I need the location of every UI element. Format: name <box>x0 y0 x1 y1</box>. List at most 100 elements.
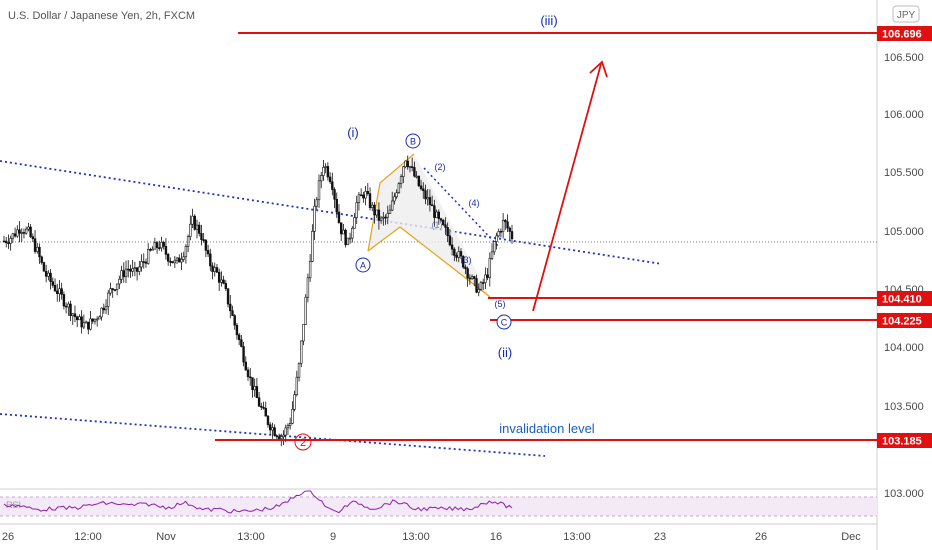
candle-body <box>306 277 310 298</box>
level-tag-103185-text: 103.185 <box>882 436 922 448</box>
wave-label-sub-2: (2) <box>435 162 446 172</box>
level-tag-106696-text: 106.696 <box>882 29 922 41</box>
candle-body <box>78 316 81 321</box>
candle-body <box>430 204 434 207</box>
candle-body <box>184 245 188 258</box>
candle-body <box>442 219 445 226</box>
candle-body <box>315 199 318 207</box>
candle-body <box>366 191 370 194</box>
candle-body <box>473 276 476 279</box>
candle-body <box>455 255 458 258</box>
candle-body <box>211 265 214 272</box>
candle-body <box>102 307 106 311</box>
x-tick: 13:00 <box>563 531 591 543</box>
wave-circle-B: B <box>405 133 421 149</box>
candle-body <box>71 313 74 316</box>
candle-body <box>417 175 421 187</box>
candle-body <box>255 386 259 399</box>
y-tick: 106.500 <box>884 52 924 64</box>
candle-body <box>368 193 372 208</box>
candle-body <box>40 256 43 263</box>
candle-body <box>118 278 121 285</box>
candle-body <box>397 183 401 193</box>
candle-body <box>109 288 112 294</box>
candle-body <box>164 246 168 255</box>
candle-body <box>326 166 330 178</box>
candle-body <box>262 406 265 409</box>
level-tag-103185: 103.185 <box>877 433 932 448</box>
candle-body <box>450 244 454 250</box>
wave-label-sub-1: (1) <box>432 220 443 230</box>
candle-body <box>182 256 185 260</box>
candle-body <box>9 237 12 244</box>
candle-body <box>468 277 472 280</box>
candle-body <box>424 190 427 200</box>
x-tick: 16 <box>490 531 502 543</box>
candle-body <box>237 334 241 341</box>
time-axis[interactable]: 26 12:00 Nov 13:00 9 13:00 16 13:00 23 2… <box>2 531 861 543</box>
candle-body <box>95 318 99 321</box>
candle-body <box>249 376 252 379</box>
candle-body <box>42 262 46 272</box>
candle-body <box>89 318 92 330</box>
wave-circle-A: A <box>355 257 371 273</box>
candle-body <box>355 202 358 218</box>
candle-body <box>217 271 221 283</box>
candle-body <box>11 233 15 239</box>
candle-body <box>140 261 143 268</box>
candle-body <box>428 197 432 206</box>
y-tick: 104.000 <box>884 342 924 354</box>
candle-body <box>173 259 177 264</box>
candle-body <box>27 226 30 230</box>
wave-circle-C: C <box>496 314 512 330</box>
candle-body <box>273 427 276 437</box>
candle-body <box>64 305 68 308</box>
candle-body <box>324 166 327 168</box>
candle-body <box>382 216 385 219</box>
candle-body <box>47 272 50 277</box>
candle-body <box>44 270 48 277</box>
candle-body <box>206 250 210 255</box>
currency-badge[interactable]: JPY <box>892 5 920 23</box>
candle-body <box>284 427 287 436</box>
candle-body <box>481 282 485 284</box>
wave-label-i: (i) <box>347 125 359 140</box>
candle-body <box>375 209 378 216</box>
candle-body <box>124 268 128 277</box>
projection-arrow-head <box>589 60 608 78</box>
candle-body <box>224 283 228 290</box>
level-tag-104410-text: 104.410 <box>882 294 922 306</box>
candle-body <box>93 318 97 322</box>
wave-label-sub-4: (4) <box>469 198 480 208</box>
candle-body <box>120 270 123 280</box>
candle-body <box>144 261 148 264</box>
price-axis[interactable]: 103.000 103.500 104.000 104.500 105.000 … <box>884 52 924 500</box>
candle-body <box>426 197 429 200</box>
candle-body <box>391 200 394 211</box>
candle-body <box>293 394 296 410</box>
candle-body <box>151 248 154 251</box>
candle-body <box>302 324 305 342</box>
candle-body <box>295 376 299 396</box>
candle-body <box>435 211 438 218</box>
y-tick: 106.000 <box>884 109 924 121</box>
candle-body <box>362 194 365 199</box>
candle-body <box>202 239 205 241</box>
candle-body <box>51 281 55 286</box>
candle-body <box>488 258 492 278</box>
candle-body <box>269 424 272 431</box>
candle-body <box>215 267 219 273</box>
candle-body <box>419 185 423 190</box>
candle-body <box>33 238 37 252</box>
candle-body <box>404 160 407 168</box>
candle-body <box>466 268 469 279</box>
candle-body <box>464 266 467 269</box>
candle-body <box>437 211 440 219</box>
candle-body <box>98 316 101 320</box>
x-tick: 26 <box>2 531 14 543</box>
candle-body <box>353 217 356 229</box>
candle-body <box>393 196 396 202</box>
candle-body <box>229 303 232 312</box>
candle-body <box>131 268 134 272</box>
